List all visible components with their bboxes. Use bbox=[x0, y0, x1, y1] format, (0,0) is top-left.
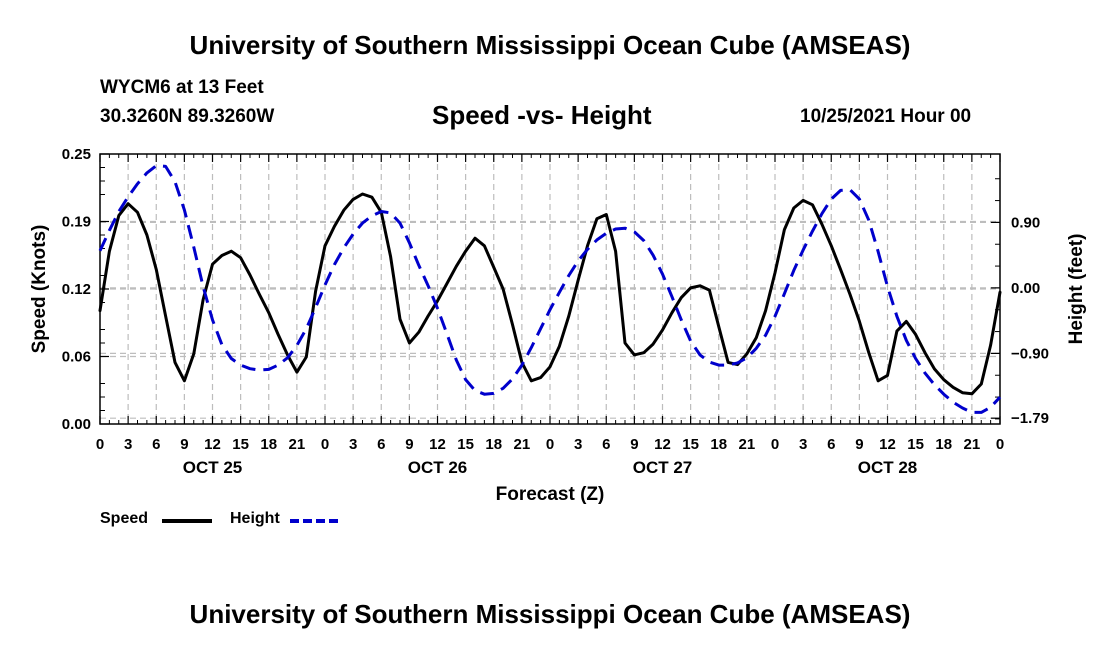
x-tick-label: 15 bbox=[232, 436, 249, 453]
x-tick-label: 6 bbox=[827, 436, 835, 453]
y-tick-label: 0.00 bbox=[62, 416, 91, 433]
legend-height-label: Height bbox=[230, 510, 280, 527]
x-tick-label: 3 bbox=[349, 436, 357, 453]
x-tick-label: 3 bbox=[799, 436, 807, 453]
forecast-datetime: 10/25/2021 Hour 00 bbox=[800, 106, 972, 127]
x-tick-label: 6 bbox=[377, 436, 385, 453]
y-tick-label: 0.25 bbox=[62, 146, 91, 163]
x-tick-label: 12 bbox=[429, 436, 446, 453]
day-label: OCT 26 bbox=[408, 458, 468, 477]
x-tick-label: 21 bbox=[739, 436, 756, 453]
day-label: OCT 28 bbox=[858, 458, 918, 477]
x-tick-label: 0 bbox=[321, 436, 329, 453]
day-label: OCT 27 bbox=[633, 458, 693, 477]
x-tick-label: 15 bbox=[457, 436, 474, 453]
x-tick-label: 15 bbox=[682, 436, 699, 453]
x-tick-label: 9 bbox=[405, 436, 413, 453]
x-tick-label: 12 bbox=[654, 436, 671, 453]
x-tick-label: 6 bbox=[602, 436, 610, 453]
legend-speed-label: Speed bbox=[100, 510, 149, 527]
x-tick-label: 0 bbox=[96, 436, 104, 453]
x-tick-label: 21 bbox=[514, 436, 531, 453]
x-tick-label: 12 bbox=[204, 436, 221, 453]
x-tick-label: 0 bbox=[771, 436, 779, 453]
y2-tick-label: −0.90 bbox=[1011, 345, 1049, 362]
x-tick-label: 18 bbox=[485, 436, 502, 453]
x-tick-label: 0 bbox=[996, 436, 1004, 453]
x-tick-label: 15 bbox=[907, 436, 924, 453]
x-tick-label: 9 bbox=[180, 436, 188, 453]
series-line-height bbox=[98, 164, 1002, 414]
y-axis-label: Speed (Knots) bbox=[29, 225, 50, 354]
x-tick-label: 0 bbox=[546, 436, 554, 453]
x-axis-label: Forecast (Z) bbox=[496, 484, 605, 505]
series-layer bbox=[98, 164, 1002, 414]
x-tick-label: 3 bbox=[574, 436, 582, 453]
x-tick-label: 6 bbox=[152, 436, 160, 453]
x-tick-label: 12 bbox=[879, 436, 896, 453]
day-label: OCT 25 bbox=[183, 458, 243, 477]
footer-title: University of Southern Mississippi Ocean… bbox=[189, 599, 911, 629]
y2-tick-label: 0.90 bbox=[1011, 214, 1040, 231]
axis-labels: 0 3 6 9 12 15 18 21 0 3 6 9 12 15 18 21 0 3 6 9 12 15 18 21 0 3 6 9… bbox=[29, 146, 1087, 505]
y-tick-label: 0.06 bbox=[62, 349, 91, 366]
x-tick-label: 9 bbox=[855, 436, 863, 453]
x-tick-label: 9 bbox=[630, 436, 638, 453]
x-tick-label: 18 bbox=[710, 436, 727, 453]
y2-tick-label: −1.79 bbox=[1011, 410, 1049, 427]
x-tick-label: 18 bbox=[935, 436, 952, 453]
y2-axis-label: Height (feet) bbox=[1066, 234, 1087, 345]
x-tick-label: 18 bbox=[260, 436, 277, 453]
plot-frame bbox=[99, 153, 1001, 425]
station-coordinates: 30.3260N 89.3260W bbox=[100, 106, 275, 127]
y2-tick-label: 0.00 bbox=[1011, 280, 1040, 297]
y-tick-label: 0.19 bbox=[62, 214, 91, 231]
chart-subtitle: Speed -vs- Height bbox=[432, 100, 652, 130]
x-tick-label: 3 bbox=[124, 436, 132, 453]
station-label: WYCM6 at 13 Feet bbox=[100, 77, 264, 98]
main-title: University of Southern Mississippi Ocean… bbox=[189, 30, 911, 60]
axes bbox=[99, 153, 1001, 425]
y-tick-label: 0.12 bbox=[62, 281, 91, 298]
series-line-speed bbox=[98, 192, 1002, 396]
x-tick-label: 21 bbox=[289, 436, 306, 453]
grid bbox=[100, 154, 1000, 424]
x-tick-label: 21 bbox=[964, 436, 981, 453]
